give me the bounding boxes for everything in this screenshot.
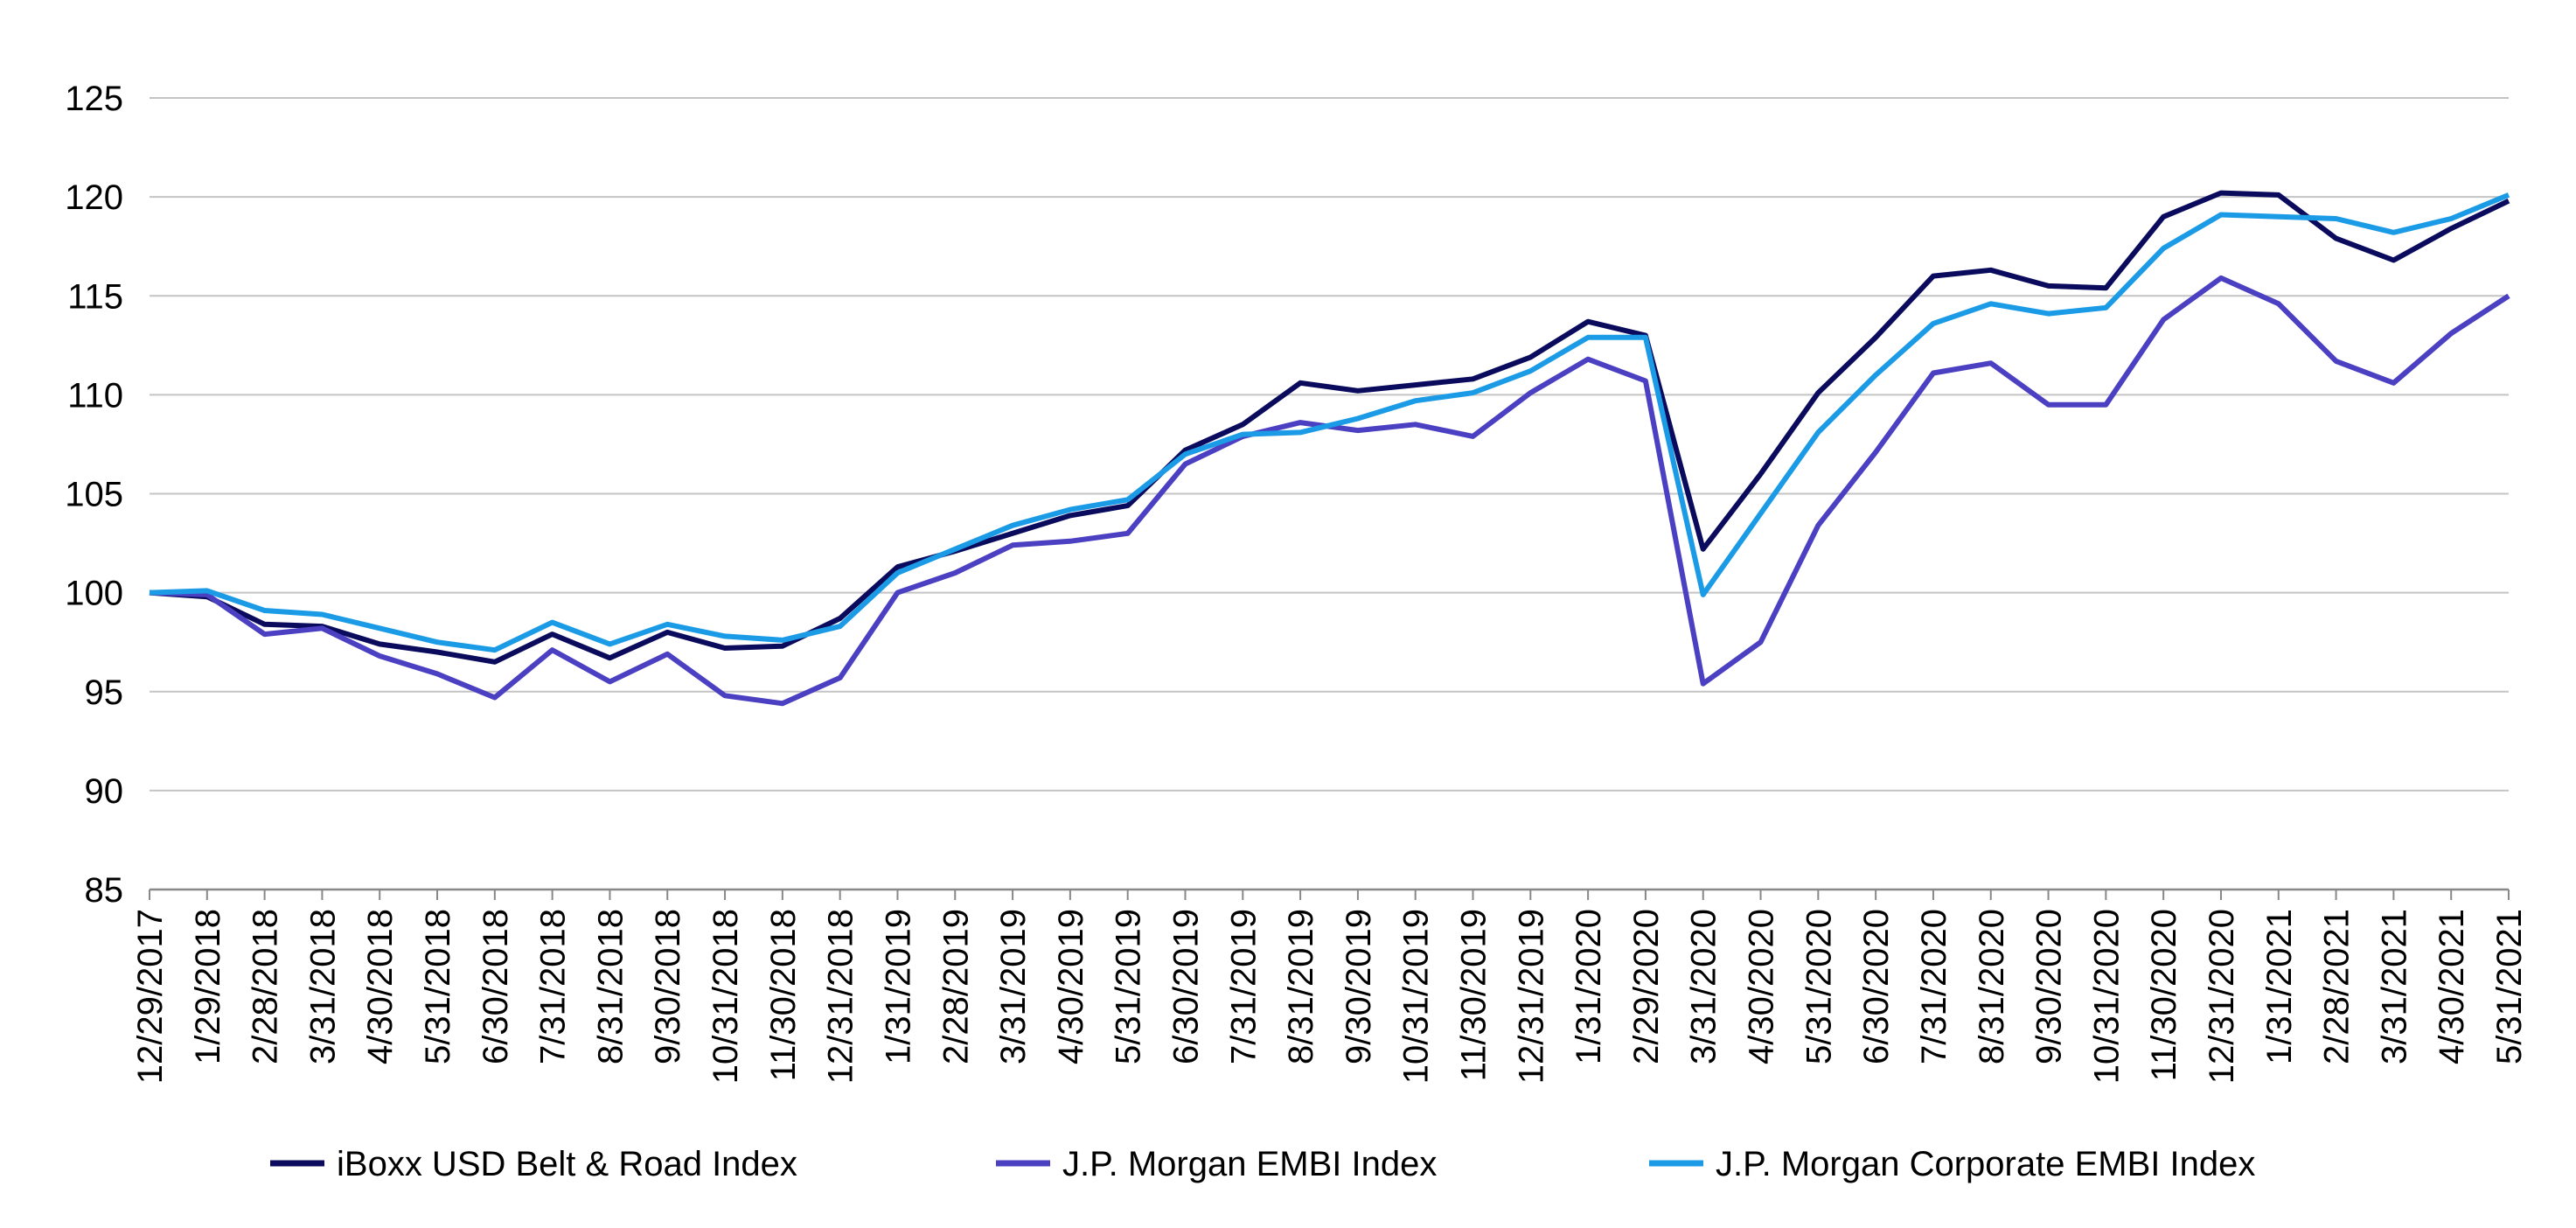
legend-label: iBoxx USD Belt & Road Index <box>337 1145 797 1183</box>
x-tick-label: 4/30/2020 <box>1743 909 1781 1064</box>
y-tick-label: 100 <box>65 575 123 613</box>
x-tick-label: 8/31/2020 <box>1973 909 2011 1064</box>
x-tick-label: 2/28/2019 <box>936 909 975 1064</box>
y-tick-label: 85 <box>85 871 124 910</box>
x-tick-label: 11/30/2018 <box>764 909 803 1081</box>
y-tick-label: 105 <box>65 476 123 514</box>
x-tick-label: 9/30/2019 <box>1340 909 1378 1064</box>
x-tick-label: 3/31/2020 <box>1685 909 1723 1064</box>
x-tick-label: 1/29/2018 <box>189 909 227 1064</box>
x-tick-label: 5/31/2020 <box>1800 909 1838 1064</box>
y-tick-label: 110 <box>67 376 123 415</box>
x-tick-label: 6/30/2018 <box>477 909 515 1064</box>
y-tick-label: 90 <box>85 772 124 811</box>
x-tick-label: 7/31/2019 <box>1224 909 1263 1064</box>
x-tick-label: 4/30/2021 <box>2433 909 2471 1064</box>
legend-label: J.P. Morgan EMBI Index <box>1062 1145 1437 1183</box>
x-tick-label: 12/29/2017 <box>131 909 170 1084</box>
x-tick-label: 11/30/2020 <box>2145 909 2183 1081</box>
y-tick-label: 125 <box>65 80 123 118</box>
x-tick-label: 8/31/2018 <box>591 909 630 1064</box>
x-tick-label: 1/31/2020 <box>1570 909 1608 1064</box>
x-tick-label: 3/31/2021 <box>2375 909 2413 1064</box>
x-tick-label: 4/30/2018 <box>361 909 400 1064</box>
x-tick-label: 5/31/2018 <box>419 909 457 1064</box>
x-tick-label: 5/31/2019 <box>1110 909 1148 1064</box>
x-tick-label: 12/31/2018 <box>822 909 860 1084</box>
x-tick-label: 2/28/2018 <box>247 909 285 1064</box>
x-tick-label: 11/30/2019 <box>1455 909 1493 1081</box>
x-tick-label: 3/31/2018 <box>303 909 342 1064</box>
x-tick-label: 1/31/2021 <box>2260 909 2299 1064</box>
y-tick-label: 95 <box>85 673 124 712</box>
x-tick-label: 7/31/2018 <box>534 909 573 1064</box>
series-line <box>149 190 2510 665</box>
x-tick-label: 6/30/2019 <box>1166 909 1205 1064</box>
x-tick-label: 9/30/2020 <box>2030 909 2069 1064</box>
x-tick-label: 10/31/2019 <box>1397 909 1436 1084</box>
x-tick-label: 10/31/2018 <box>707 909 745 1084</box>
x-tick-label: 5/31/2021 <box>2490 909 2529 1064</box>
x-tick-label: 12/31/2020 <box>2203 909 2241 1084</box>
x-tick-label: 2/28/2021 <box>2318 909 2357 1064</box>
x-tick-label: 12/31/2019 <box>1512 909 1550 1084</box>
series-line <box>149 275 2510 707</box>
x-tick-label: 9/30/2018 <box>649 909 687 1064</box>
x-tick-label: 10/31/2020 <box>2087 909 2126 1084</box>
legend-label: J.P. Morgan Corporate EMBI Index <box>1716 1145 2255 1183</box>
x-tick-label: 6/30/2020 <box>1857 909 1896 1064</box>
x-tick-label: 7/31/2020 <box>1915 909 1953 1064</box>
x-tick-label: 3/31/2019 <box>994 909 1033 1064</box>
series-line <box>149 192 2510 653</box>
x-tick-label: 1/31/2019 <box>879 909 917 1064</box>
y-tick-label: 120 <box>65 178 123 217</box>
y-tick-label: 115 <box>67 277 123 316</box>
x-tick-label: 2/29/2020 <box>1627 909 1666 1064</box>
x-tick-label: 8/31/2019 <box>1282 909 1320 1064</box>
x-tick-label: 4/30/2019 <box>1052 909 1090 1064</box>
